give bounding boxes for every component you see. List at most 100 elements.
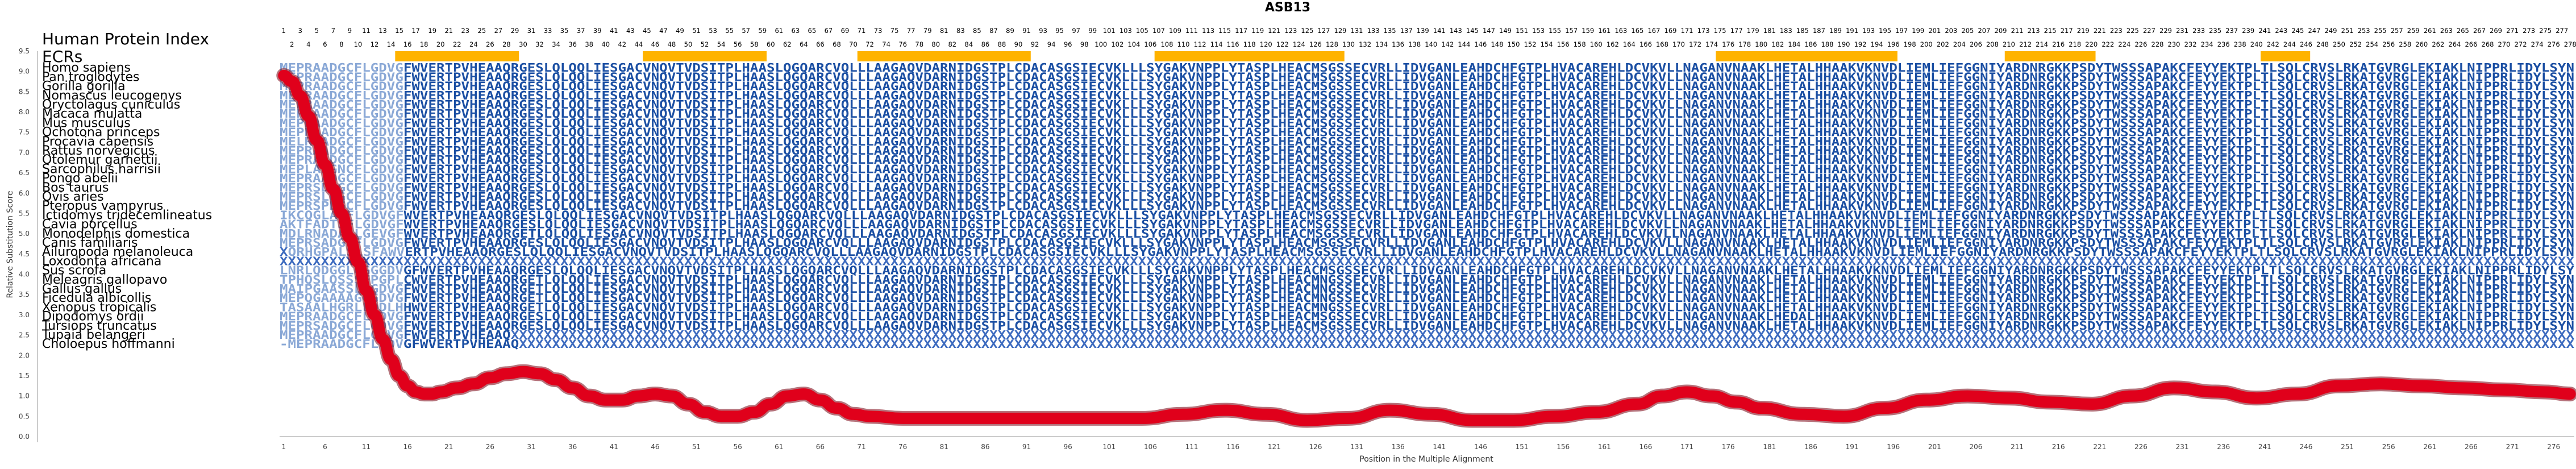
human-index-number: 228 [2151,40,2164,48]
human-index-number: 236 [2217,40,2230,48]
human-index-number: 78 [915,40,923,48]
x-axis-label: Position in the Multiple Alignment [1359,455,1493,464]
x-tick-label: 231 [2176,443,2189,451]
x-tick-label: 16 [403,443,411,451]
x-tick-label: 271 [2506,443,2519,451]
human-index-number: 136 [1392,40,1404,48]
y-ticks: 0.0 0.5 1.0 1.5 2.0 2.5 3.0 3.5 4.0 4.5 5.0 5.5 6.0 6… [19,47,30,441]
header-index-rows: 1 3 5 7 9 11 13 15 17 19 21 23 25 27 29 31 33 35 37 39 41 43 4… [282,27,2576,48]
human-index-number: 25 [478,27,486,35]
human-index-number: 126 [1309,40,1322,48]
human-index-number: 99 [1088,27,1097,35]
x-tick-label: 116 [1226,443,1239,451]
human-index-number: 89 [1006,27,1014,35]
human-index-number: 18 [420,40,428,48]
human-index-number: 11 [362,27,371,35]
human-index-number: 266 [2465,40,2477,48]
human-index-number: 200 [1920,40,1933,48]
human-index-number: 133 [1367,27,1380,35]
x-tick-label: 31 [527,443,535,451]
human-index-number: 17 [411,27,420,35]
human-index-number: 102 [1111,40,1123,48]
y-tick-label: 3.5 [19,290,30,298]
human-index-number: 65 [808,27,817,35]
human-index-number: 203 [1945,27,1957,35]
human-index-number: 42 [618,40,626,48]
human-index-number: 64 [800,40,808,48]
x-tick-label: 26 [486,443,494,451]
species-label: Meleagris gallopavo [42,273,167,287]
human-index-number: 88 [998,40,1006,48]
human-index-number: 16 [403,40,412,48]
ecr-region [2261,51,2311,61]
human-index-number: 84 [965,40,973,48]
human-index-number: 45 [643,27,651,35]
human-index-number: 267 [2473,27,2486,35]
human-index-number: 121 [1268,27,1280,35]
human-index-number: 57 [742,27,750,35]
human-index-number: 220 [2085,40,2098,48]
human-index-number: 173 [1697,27,1710,35]
x-tick-label: 266 [2465,443,2478,451]
human-index-number: 263 [2440,27,2453,35]
human-index-number: 139 [1417,27,1429,35]
human-index-number: 164 [1623,40,1636,48]
human-index-number: 19 [428,27,436,35]
x-tick-label: 221 [2093,443,2106,451]
x-tick-label: 56 [734,443,742,451]
human-index-number: 176 [1722,40,1734,48]
x-ticks: 1 6 11 16 21 26 31 36 41 46 51 56 61 66 71 76 81 86 91 96 10… [281,443,2560,451]
species-label: Ovis aries [42,190,104,204]
species-label: Bos taurus [42,181,109,195]
human-index-number: 268 [2482,40,2494,48]
human-index-number: 155 [1549,27,1561,35]
human-index-number: 225 [2126,27,2139,35]
human-index-number: 166 [1639,40,1652,48]
human-index-number: 254 [2366,40,2378,48]
human-index-number: 38 [585,40,593,48]
human-index-number: 52 [701,40,709,48]
human-index-number: 6 [323,40,327,48]
y-tick-label: 2.5 [19,331,30,339]
human-index-number: 138 [1408,40,1421,48]
human-index-number: 233 [2192,27,2205,35]
x-tick-label: 151 [1516,443,1529,451]
human-index-number: 255 [2374,27,2387,35]
human-index-number: 117 [1235,27,1247,35]
x-tick-label: 166 [1639,443,1652,451]
human-index-number: 208 [1986,40,1999,48]
human-index-number: 237 [2225,27,2238,35]
human-index-number: 278 [2564,40,2576,48]
species-label: Sarcophilus harrisii [42,162,161,176]
human-index-number: 189 [1829,27,1842,35]
human-index-number: 123 [1284,27,1297,35]
y-tick-label: 0.0 [19,433,30,441]
species-label: Pteropus vampyrus [42,199,163,213]
x-tick-label: 91 [1022,443,1031,451]
human-index-number: 169 [1664,27,1677,35]
human-index-number: 165 [1631,27,1643,35]
human-index-number: 244 [2283,40,2296,48]
human-index-number: 132 [1359,40,1371,48]
human-index-number: 36 [568,40,577,48]
human-index-number: 272 [2515,40,2527,48]
x-tick-label: 171 [1680,443,1693,451]
human-index-number: 172 [1689,40,1701,48]
human-index-number: 191 [1846,27,1858,35]
y-tick-label: 4.0 [19,271,30,279]
human-index-number: 193 [1862,27,1875,35]
human-index-number: 205 [1961,27,1974,35]
human-index-number: 252 [2349,40,2362,48]
x-tick-label: 191 [1846,443,1859,451]
human-index-number: 114 [1210,40,1223,48]
human-index-number: 161 [1598,27,1610,35]
human-index-number: 271 [2506,27,2519,35]
ecr-region [1716,51,1897,61]
y-tick-label: 8.5 [19,88,30,96]
human-index-number: 115 [1218,27,1231,35]
